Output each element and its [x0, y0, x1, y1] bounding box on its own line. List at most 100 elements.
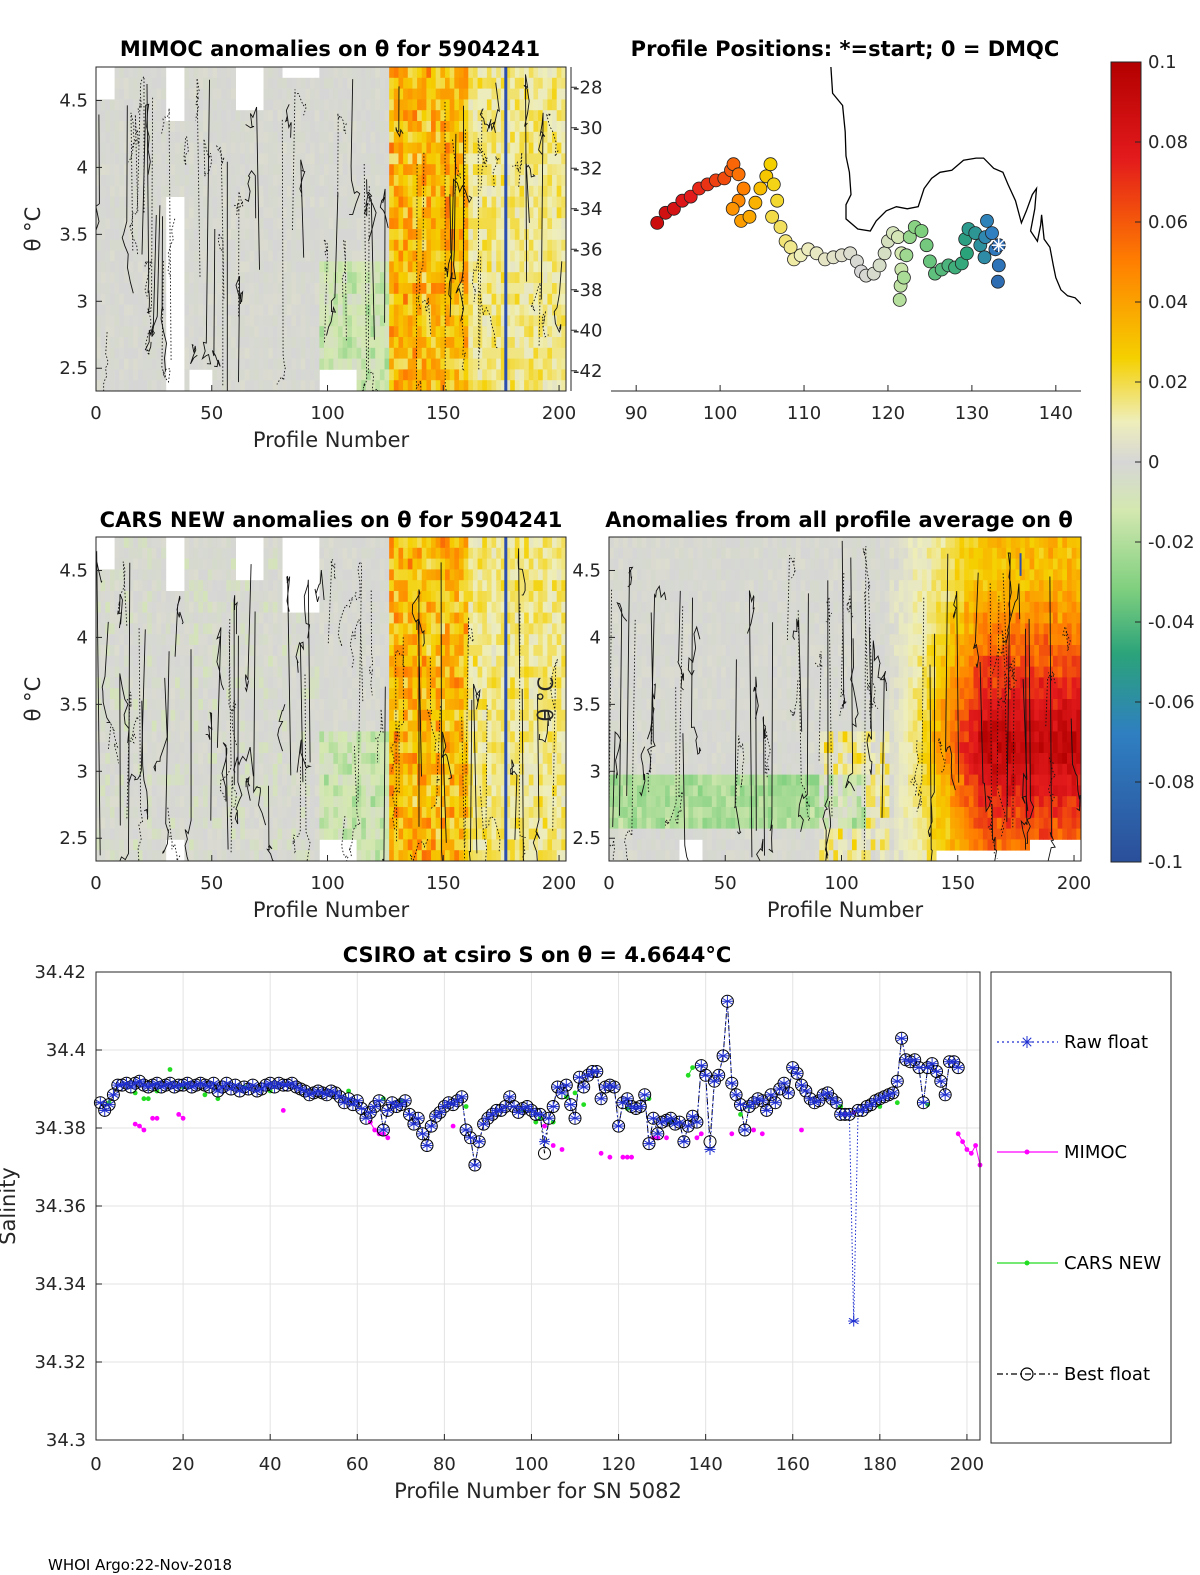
heatmap-cell — [347, 164, 353, 176]
heatmap-cell — [137, 569, 143, 581]
heatmap-cell — [300, 110, 306, 122]
heatmap-cell — [319, 110, 325, 122]
heatmap-cell — [282, 283, 288, 295]
heatmap-cell — [426, 142, 432, 154]
heatmap-cell — [296, 99, 302, 111]
heatmap-cell — [328, 709, 334, 721]
heatmap-cell — [319, 326, 325, 338]
heatmap-cell — [421, 250, 427, 262]
heatmap-cell — [561, 153, 566, 165]
heatmap-cell — [403, 315, 409, 327]
heatmap-cell — [370, 774, 376, 786]
heatmap-cell — [421, 121, 427, 133]
heatmap-cell — [542, 207, 548, 219]
heatmap-cell — [286, 623, 292, 635]
heatmap-cell — [100, 99, 106, 111]
heatmap-cell — [542, 250, 548, 262]
heatmap-cell — [268, 547, 274, 559]
heatmap-cell — [151, 196, 157, 208]
heatmap-cell — [300, 785, 306, 797]
heatmap-cell — [240, 326, 246, 338]
heatmap-cell — [226, 547, 232, 559]
heatmap-cell — [319, 580, 325, 592]
heatmap-cell — [333, 709, 339, 721]
heatmap-cell — [277, 110, 283, 122]
heatmap-cell — [482, 153, 488, 165]
heatmap-cell — [379, 785, 385, 797]
heatmap-cell — [542, 337, 548, 349]
heatmap-cell — [109, 185, 116, 197]
heatmap-cell — [221, 369, 227, 381]
heatmap-cell — [337, 547, 344, 559]
heatmap-cell — [230, 77, 236, 89]
heatmap-cell — [272, 67, 278, 79]
heatmap-cell — [226, 796, 232, 808]
heatmap-cell — [310, 121, 316, 133]
heatmap-cell — [472, 337, 478, 349]
heatmap-cell — [291, 261, 297, 273]
heatmap-cell — [244, 337, 250, 349]
heatmap-cell — [128, 591, 134, 603]
heatmap-cell — [561, 239, 566, 251]
heatmap-cell — [286, 175, 292, 187]
heatmap-cell — [216, 196, 223, 208]
heatmap-cell — [435, 337, 441, 349]
heatmap-cell — [440, 358, 446, 370]
heatmap-cell — [105, 293, 111, 305]
heatmap-cell — [286, 839, 292, 851]
heatmap-cell — [310, 315, 316, 327]
heatmap-cell — [365, 612, 371, 624]
heatmap-cell — [324, 142, 330, 154]
heatmap-cell — [263, 131, 269, 143]
heatmap-cell — [119, 347, 125, 359]
heatmap-cell — [207, 785, 213, 797]
heatmap-cell — [365, 720, 371, 732]
heatmap-cell — [137, 817, 143, 829]
heatmap-cell — [384, 709, 390, 721]
heatmap-cell — [147, 709, 153, 721]
heatmap-cell — [156, 88, 162, 100]
heatmap-cell — [96, 304, 102, 316]
heatmap-cell — [337, 326, 344, 338]
heatmap-cell — [491, 358, 497, 370]
heatmap-cell — [351, 110, 357, 122]
heatmap-cell — [547, 239, 553, 251]
heatmap-cell — [491, 88, 497, 100]
heatmap-cell — [207, 634, 213, 646]
heatmap-cell — [552, 326, 558, 338]
heatmap-cell — [96, 358, 102, 370]
x-tick-label: 140 — [1039, 403, 1073, 424]
heatmap-cell — [319, 785, 325, 797]
heatmap-cell — [165, 753, 171, 765]
heatmap-cell — [337, 623, 344, 635]
heatmap-cell — [449, 164, 455, 176]
heatmap-cell — [189, 121, 195, 133]
heatmap-cell — [305, 634, 311, 646]
heatmap-cell — [263, 580, 269, 592]
heatmap-cell — [389, 304, 395, 316]
heatmap-cell — [221, 121, 227, 133]
heatmap-cell — [361, 677, 367, 689]
colorbar-ticks: 0.10.080.060.040.020-0.02-0.04-0.06-0.08… — [1135, 52, 1195, 873]
heatmap-cell — [291, 655, 297, 667]
heatmap-cell — [96, 175, 102, 187]
heatmap-cell — [319, 261, 325, 273]
heatmap-cell — [403, 828, 409, 840]
heatmap-cell — [263, 774, 269, 786]
heatmap-cell — [133, 623, 139, 635]
heatmap-cell — [393, 569, 399, 581]
heatmap-cell — [207, 99, 213, 111]
heatmap-cell — [337, 742, 344, 754]
heatmap-cell — [375, 580, 381, 592]
contour-line — [146, 83, 152, 314]
heatmap-cell — [277, 634, 283, 646]
heatmap-cell — [519, 164, 525, 176]
heatmap-cell — [268, 709, 274, 721]
heatmap-cell — [291, 77, 297, 89]
heatmap-cell — [105, 239, 111, 251]
heatmap-cell — [212, 828, 218, 840]
heatmap-cell — [230, 142, 236, 154]
heatmap-cell — [254, 753, 260, 765]
heatmap-cell — [114, 380, 120, 391]
heatmap-cell — [161, 720, 167, 732]
